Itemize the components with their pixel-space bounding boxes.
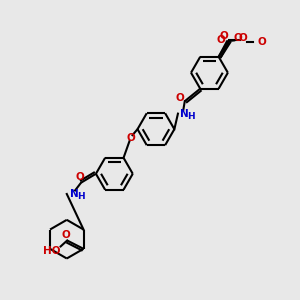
Text: H: H: [187, 112, 194, 121]
Text: O: O: [233, 33, 242, 43]
Text: O: O: [216, 35, 225, 45]
Text: HO: HO: [43, 246, 61, 256]
Text: O: O: [176, 93, 184, 103]
Text: O: O: [76, 172, 84, 182]
Text: O: O: [61, 230, 70, 240]
Text: O: O: [127, 133, 135, 143]
Text: O: O: [258, 37, 266, 47]
Text: H: H: [76, 192, 84, 201]
Text: O: O: [239, 33, 248, 43]
Text: N: N: [70, 189, 79, 199]
Text: O: O: [219, 31, 228, 41]
Text: N: N: [180, 109, 189, 118]
